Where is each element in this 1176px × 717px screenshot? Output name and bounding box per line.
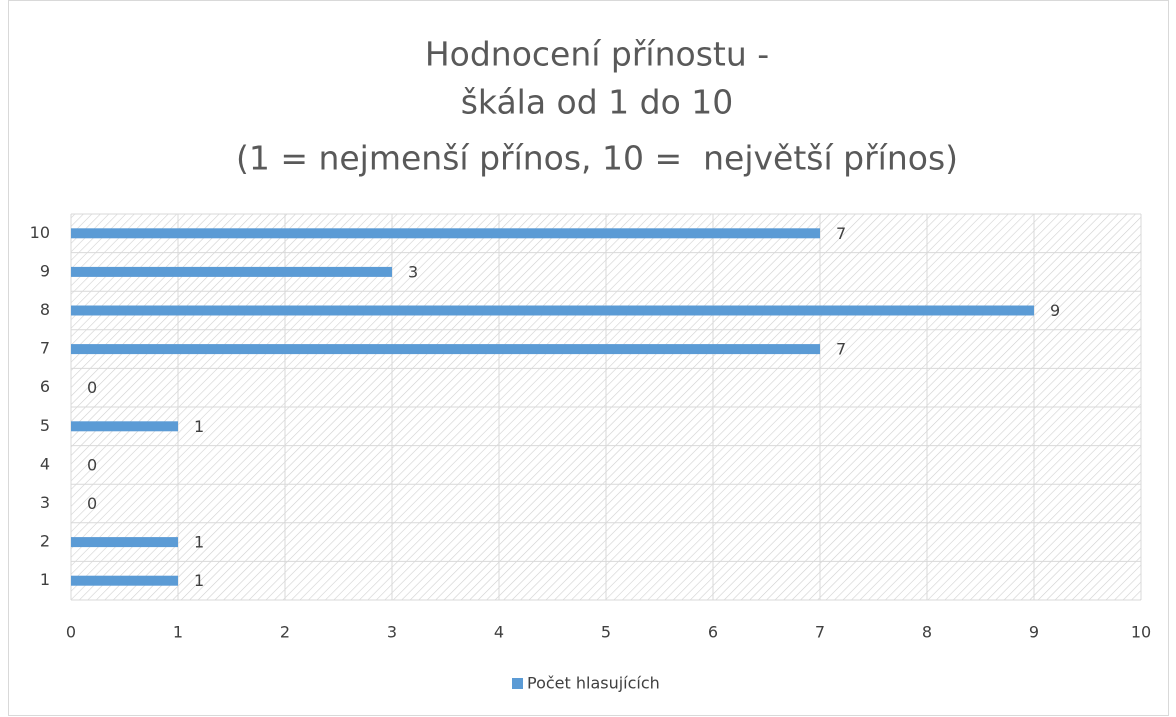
data-label: 9 (1050, 301, 1060, 320)
x-tick-label: 4 (494, 623, 504, 642)
data-label: 1 (194, 417, 204, 436)
bar (71, 266, 392, 277)
bar (71, 228, 820, 239)
chart-title: (1 = nejmenší přínos, 10 = největší přín… (236, 139, 958, 178)
data-label: 1 (194, 571, 204, 590)
x-tick-label: 10 (1131, 623, 1151, 642)
x-tick-label: 1 (173, 623, 183, 642)
data-label: 0 (87, 455, 97, 474)
y-tick-label: 1 (40, 570, 50, 589)
x-tick-label: 2 (280, 623, 290, 642)
chart-title: Hodnocení přínostu - (425, 35, 769, 74)
data-label: 0 (87, 494, 97, 513)
x-tick-label: 0 (66, 623, 76, 642)
bar (71, 575, 178, 586)
y-tick-label: 3 (40, 493, 50, 512)
bar (71, 344, 820, 355)
y-tick-label: 4 (40, 454, 50, 473)
y-tick-label: 9 (40, 261, 50, 280)
y-tick-label: 8 (40, 300, 50, 319)
y-tick-label: 5 (40, 416, 50, 435)
bar (71, 537, 178, 548)
bar (71, 305, 1034, 316)
y-tick-label: 6 (40, 377, 50, 396)
data-label: 7 (836, 340, 846, 359)
data-label: 3 (408, 262, 418, 281)
y-tick-label: 7 (40, 339, 50, 358)
x-tick-label: 7 (815, 623, 825, 642)
legend-swatch (512, 678, 523, 689)
x-tick-label: 9 (1029, 623, 1039, 642)
data-label: 1 (194, 533, 204, 552)
y-tick-label: 2 (40, 532, 50, 551)
y-tick-label: 10 (30, 223, 50, 242)
x-tick-label: 6 (708, 623, 718, 642)
data-label: 0 (87, 378, 97, 397)
data-label: 7 (836, 224, 846, 243)
bar (71, 421, 178, 432)
chart-title: škála od 1 do 10 (461, 83, 734, 122)
legend-label: Počet hlasujících (527, 674, 660, 693)
x-tick-label: 5 (601, 623, 611, 642)
x-tick-label: 3 (387, 623, 397, 642)
x-tick-label: 8 (922, 623, 932, 642)
